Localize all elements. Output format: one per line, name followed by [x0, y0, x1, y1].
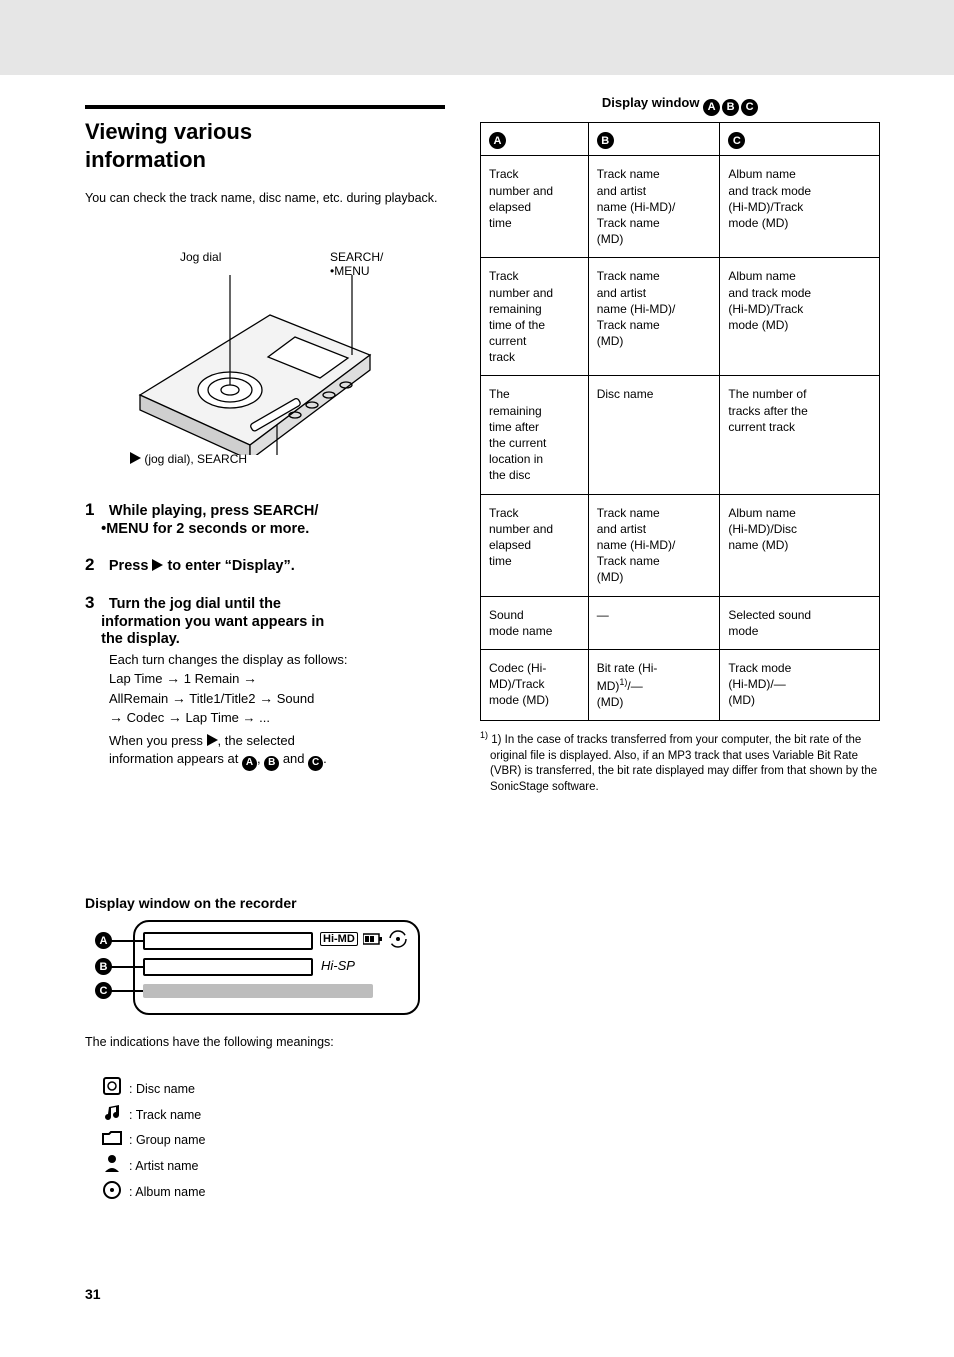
table-row: Tracknumber andremainingtime of thecurre… [481, 258, 880, 376]
table-footnote: 1) 1) In the case of tracks transferred … [480, 729, 880, 795]
step-1: 1 While playing, press SEARCH/ •MENU for… [85, 500, 445, 537]
table-row: Soundmode name—Selected soundmode [481, 596, 880, 649]
device-illustration [120, 275, 370, 445]
play-icon [130, 452, 141, 464]
battery-icon [363, 932, 383, 946]
display-table: A B C Tracknumber andelapsedtimeTrack na… [480, 122, 880, 722]
table-row: Theremainingtime afterthe currentlocatio… [481, 376, 880, 494]
disc-name-icon [103, 1077, 121, 1095]
icon-legend: : Disc name : Track name : Group name : … [95, 1075, 207, 1207]
page-number: 31 [85, 1286, 101, 1302]
lcd-illustration: A B C Hi‑MD Hi-SP [95, 920, 420, 1015]
artist-name-icon [104, 1154, 120, 1172]
hisp-text: Hi-SP [321, 958, 355, 973]
table-row: Codec (Hi-MD)/Trackmode (MD)Bit rate (Hi… [481, 649, 880, 721]
step-2: 2 Press to enter “Display”. [85, 555, 445, 575]
album-name-icon [103, 1181, 121, 1199]
table-row: Tracknumber andelapsedtimeTrack nameand … [481, 494, 880, 596]
label-search: SEARCH/•MENU [330, 250, 420, 279]
group-name-icon [102, 1130, 122, 1146]
icon-legend-head: The indications have the following meani… [85, 1035, 334, 1049]
table-header: Display window ABC [480, 95, 880, 116]
lcd-caption: Display window on the recorder [85, 895, 297, 911]
step-3: 3 Turn the jog dial until the informatio… [85, 593, 445, 771]
label-play: (jog dial), SEARCH [130, 452, 430, 466]
track-name-icon [103, 1103, 121, 1121]
intro-text: You can check the track name, disc name,… [85, 189, 445, 207]
himd-badge: Hi‑MD [320, 932, 358, 946]
table-row: Tracknumber andelapsedtimeTrack nameand … [481, 156, 880, 258]
page-title: Viewing various information [85, 118, 445, 173]
disc-spin-icon [387, 928, 409, 950]
label-jog: Jog dial [180, 250, 221, 264]
